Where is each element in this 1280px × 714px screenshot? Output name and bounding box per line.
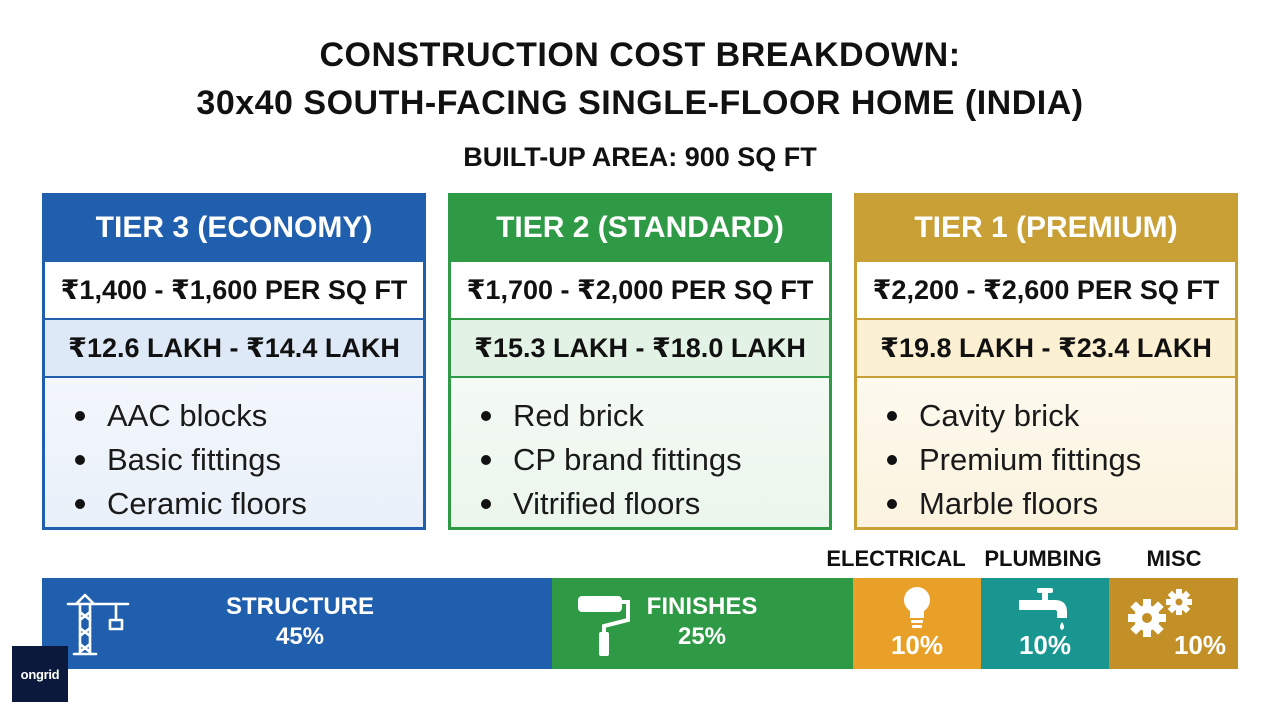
finishes-percent: 25% (677, 623, 727, 650)
tier-total: ₹15.3 LAKH - ₹18.0 LAKH (451, 318, 829, 376)
list-item: Red brick (481, 394, 829, 438)
tier-name: TIER 3 (ECONOMY) (45, 196, 423, 260)
tier-rate: ₹1,400 - ₹1,600 PER SQ FT (45, 260, 423, 318)
feature-label: Ceramic floors (107, 486, 307, 521)
bullet-icon (75, 411, 85, 421)
list-item: Basic fittings (75, 438, 423, 482)
segment-electrical: 10% (853, 578, 981, 669)
tier-name: TIER 2 (STANDARD) (451, 196, 829, 260)
finishes-name: FINISHES (646, 593, 758, 620)
segment-structure: STRUCTURE 45% (42, 578, 552, 669)
structure-name: STRUCTURE (226, 593, 374, 620)
subtitle: BUILT-UP AREA: 900 SQ FT (463, 142, 817, 172)
list-item: Vitrified floors (481, 482, 829, 526)
segment-finishes: FINISHES 25% (552, 578, 853, 669)
list-item: AAC blocks (75, 394, 423, 438)
segment-plumbing: 10% (981, 578, 1109, 669)
title-line-2: 30x40 SOUTH-FACING SINGLE-FLOOR HOME (IN… (196, 84, 1084, 122)
plumbing-label: PLUMBING (984, 546, 1102, 571)
list-item: Marble floors (887, 482, 1235, 526)
feature-label: AAC blocks (107, 398, 268, 433)
tier-features: AAC blocks Basic fittings Ceramic floors (45, 376, 423, 527)
feature-label: Vitrified floors (513, 486, 701, 521)
electrical-percent: 10% (890, 630, 944, 660)
bullet-icon (481, 499, 491, 509)
feature-label: Cavity brick (919, 398, 1080, 433)
paint-roller-icon (574, 592, 634, 663)
tier-card-standard: TIER 2 (STANDARD) ₹1,700 - ₹2,000 PER SQ… (448, 193, 832, 530)
list-item: CP brand fittings (481, 438, 829, 482)
tier-name: TIER 1 (PREMIUM) (857, 196, 1235, 260)
bullet-icon (75, 499, 85, 509)
bullet-icon (481, 411, 491, 421)
tier-features: Red brick CP brand fittings Vitrified fl… (451, 376, 829, 527)
feature-label: Basic fittings (107, 442, 282, 477)
structure-percent: 45% (275, 623, 325, 650)
lightbulb-icon (901, 586, 933, 633)
water-tap-icon (1017, 586, 1073, 635)
ongrid-logo: ongrid (12, 646, 68, 702)
list-item: Cavity brick (887, 394, 1235, 438)
feature-label: Marble floors (919, 486, 1099, 521)
bullet-icon (887, 499, 897, 509)
misc-label: MISC (1146, 546, 1202, 571)
tier-total: ₹12.6 LAKH - ₹14.4 LAKH (45, 318, 423, 376)
tier-card-premium: TIER 1 (PREMIUM) ₹2,200 - ₹2,600 PER SQ … (854, 193, 1238, 530)
misc-percent: 10% (1173, 630, 1227, 660)
feature-label: Premium fittings (919, 442, 1142, 477)
title-line-1: CONSTRUCTION COST BREAKDOWN: (319, 36, 961, 74)
list-item: Premium fittings (887, 438, 1235, 482)
bullet-icon (887, 455, 897, 465)
bullet-icon (75, 455, 85, 465)
electrical-label: ELECTRICAL (826, 546, 966, 571)
tier-card-economy: TIER 3 (ECONOMY) ₹1,400 - ₹1,600 PER SQ … (42, 193, 426, 530)
bullet-icon (481, 455, 491, 465)
tier-rate: ₹1,700 - ₹2,000 PER SQ FT (451, 260, 829, 318)
plumbing-percent: 10% (1018, 630, 1072, 660)
list-item: Ceramic floors (75, 482, 423, 526)
feature-label: CP brand fittings (513, 442, 742, 477)
cost-breakdown-bar: STRUCTURE 45% FINISHES 25% 10% (42, 578, 1238, 669)
bullet-icon (887, 411, 897, 421)
segment-misc: 10% (1109, 578, 1238, 669)
feature-label: Red brick (513, 398, 644, 433)
tier-total: ₹19.8 LAKH - ₹23.4 LAKH (857, 318, 1235, 376)
crane-icon (66, 592, 132, 663)
tier-features: Cavity brick Premium fittings Marble flo… (857, 376, 1235, 527)
tier-rate: ₹2,200 - ₹2,600 PER SQ FT (857, 260, 1235, 318)
gears-icon (1127, 588, 1207, 645)
